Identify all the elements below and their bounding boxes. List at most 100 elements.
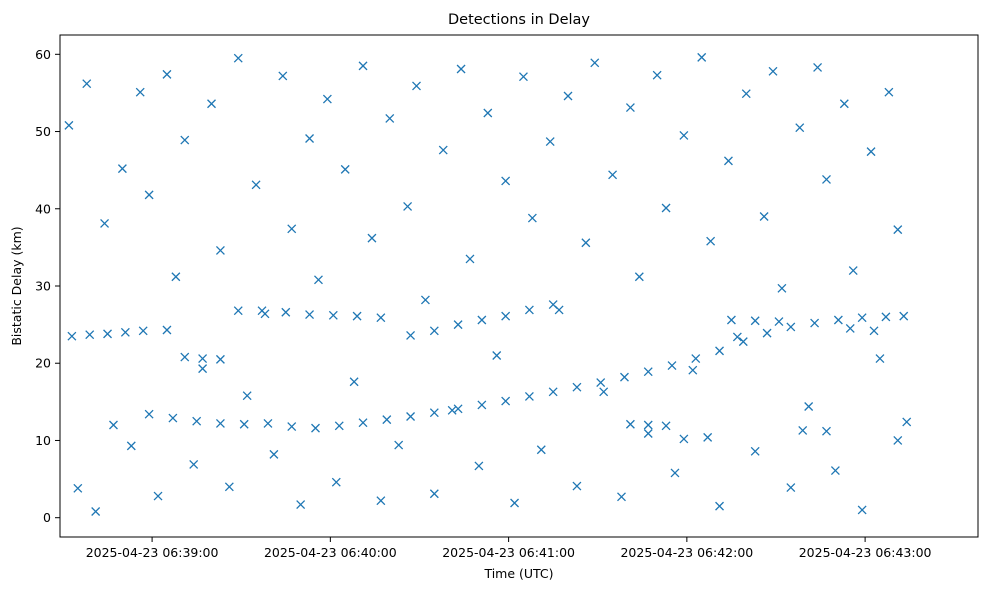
data-point xyxy=(215,354,225,364)
data-point xyxy=(893,436,903,445)
data-point xyxy=(135,87,145,97)
data-point xyxy=(661,203,671,213)
data-point xyxy=(625,419,635,429)
data-point xyxy=(198,354,208,364)
data-point xyxy=(144,409,154,419)
data-point xyxy=(726,315,736,325)
x-tick-label: 2025-04-23 06:42:00 xyxy=(620,545,753,560)
data-point xyxy=(85,330,95,340)
data-point xyxy=(224,482,234,492)
data-points xyxy=(64,52,912,516)
data-point xyxy=(492,351,502,360)
data-point xyxy=(420,295,430,305)
data-point xyxy=(180,352,190,362)
data-point xyxy=(572,382,582,392)
data-point xyxy=(287,422,297,432)
data-point xyxy=(412,81,421,91)
data-point xyxy=(501,396,511,406)
data-point xyxy=(189,459,199,469)
y-tick-label: 60 xyxy=(35,47,51,62)
data-point xyxy=(822,426,831,436)
data-point xyxy=(352,311,362,321)
data-point xyxy=(688,365,698,375)
data-point xyxy=(798,425,808,435)
series-main_track xyxy=(144,311,909,433)
data-point xyxy=(804,402,814,411)
data-point xyxy=(453,320,463,330)
data-point xyxy=(385,113,395,123)
data-point xyxy=(429,326,439,336)
data-point xyxy=(795,123,805,133)
data-point xyxy=(334,421,344,431)
data-point xyxy=(358,61,368,71)
data-point xyxy=(501,176,511,186)
data-point xyxy=(884,87,894,97)
data-point xyxy=(652,70,662,80)
data-point xyxy=(162,69,172,79)
x-tick-label: 2025-04-23 06:40:00 xyxy=(264,545,397,560)
data-point xyxy=(394,440,404,450)
data-point xyxy=(510,498,520,508)
y-tick-label: 0 xyxy=(43,510,51,525)
data-point xyxy=(120,327,130,337)
data-point xyxy=(786,483,796,493)
data-point xyxy=(198,364,208,374)
data-point xyxy=(833,315,843,325)
data-point xyxy=(643,429,653,438)
y-axis-label: Bistatic Delay (km) xyxy=(9,226,24,345)
data-point xyxy=(406,412,416,421)
data-point xyxy=(703,432,713,442)
data-point xyxy=(634,272,644,282)
data-point xyxy=(608,170,618,180)
series-secondary_tracks xyxy=(67,300,903,445)
data-point xyxy=(406,330,416,340)
data-point xyxy=(153,491,163,501)
series-clutter xyxy=(64,52,912,516)
data-point xyxy=(869,326,879,336)
data-point xyxy=(207,99,216,109)
data-point xyxy=(233,53,243,63)
data-point xyxy=(875,354,885,364)
data-point xyxy=(572,481,582,491)
data-point xyxy=(429,408,439,418)
data-point xyxy=(278,71,288,81)
data-point xyxy=(527,213,537,223)
data-point xyxy=(340,164,350,174)
data-point xyxy=(82,79,92,89)
data-point xyxy=(643,420,653,430)
data-point xyxy=(741,89,751,99)
data-point xyxy=(376,313,386,323)
data-point xyxy=(305,310,315,320)
data-point xyxy=(881,312,891,322)
data-point xyxy=(893,225,903,235)
data-point xyxy=(403,201,413,211)
data-point xyxy=(548,387,558,397)
x-tick-label: 2025-04-23 06:39:00 xyxy=(86,545,219,560)
data-point xyxy=(899,311,909,321)
data-point xyxy=(596,378,606,387)
data-point xyxy=(715,501,724,511)
data-point xyxy=(518,72,528,82)
data-point xyxy=(679,434,689,444)
data-point xyxy=(126,441,136,451)
data-point xyxy=(706,236,716,246)
data-point xyxy=(750,446,760,456)
data-point xyxy=(774,317,784,326)
chart-title: Detections in Delay xyxy=(448,12,590,28)
data-point xyxy=(447,405,457,415)
data-point xyxy=(667,361,677,371)
data-point xyxy=(64,120,74,130)
data-point xyxy=(73,483,83,493)
data-point xyxy=(162,325,172,335)
data-point xyxy=(625,103,635,113)
data-point xyxy=(661,421,671,431)
data-point xyxy=(777,283,787,293)
data-point xyxy=(117,164,127,174)
data-point xyxy=(691,354,701,364)
data-point xyxy=(67,331,77,341)
data-point xyxy=(251,180,261,190)
data-point xyxy=(524,305,534,315)
data-point xyxy=(287,224,297,234)
data-point xyxy=(477,315,487,325)
